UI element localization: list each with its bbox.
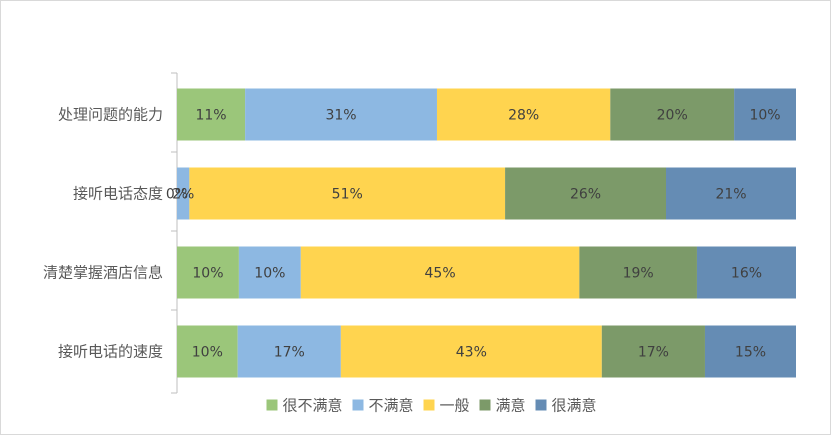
- legend-label: 满意: [496, 397, 526, 415]
- data-label: 10%: [192, 266, 223, 282]
- category-label: 处理问题的能力: [58, 106, 163, 124]
- data-label: 2%: [172, 187, 194, 203]
- legend-label: 不满意: [369, 397, 414, 415]
- bar-segment: [177, 246, 239, 299]
- data-label: 10%: [749, 108, 780, 124]
- data-label: 10%: [192, 345, 223, 361]
- legend-swatch: [479, 399, 491, 411]
- bar-segment: [238, 246, 301, 299]
- bar-segment: [177, 325, 238, 378]
- legend: 很不满意 不满意 一般 满意 很满意: [266, 397, 597, 415]
- legend-label: 很满意: [552, 397, 597, 415]
- bar-segment: [704, 325, 796, 378]
- data-label: 19%: [623, 266, 654, 282]
- data-label: 11%: [195, 108, 226, 124]
- bar-segment: [610, 88, 735, 141]
- category-label: 接听电话态度: [73, 185, 163, 203]
- bar-segment: [189, 167, 506, 220]
- bar-segment: [436, 88, 611, 141]
- bars: [177, 88, 796, 378]
- bar-segment: [734, 88, 796, 141]
- data-label: 17%: [638, 345, 669, 361]
- category-label: 清楚掌握酒店信息: [43, 264, 163, 282]
- bar-segment: [666, 167, 796, 220]
- data-label: 45%: [425, 266, 456, 282]
- data-label: 26%: [570, 187, 601, 203]
- bar-segment: [177, 167, 190, 220]
- bar-segment: [579, 246, 697, 299]
- data-label: 10%: [254, 266, 285, 282]
- legend-swatch: [423, 399, 435, 411]
- legend-label: 一般: [440, 397, 470, 415]
- data-label: 0%: [166, 187, 188, 203]
- bar-segment: [340, 325, 602, 378]
- data-label: 28%: [508, 108, 539, 124]
- bar-segment: [245, 88, 437, 141]
- bar-segment: [505, 167, 667, 220]
- data-label: 21%: [715, 187, 746, 203]
- data-label: 31%: [325, 108, 356, 124]
- legend-label: 很不满意: [283, 397, 343, 415]
- bar-segment: [237, 325, 341, 378]
- data-label: 17%: [274, 345, 305, 361]
- data-label: 43%: [456, 345, 487, 361]
- data-label: 51%: [332, 187, 363, 203]
- data-label: 16%: [731, 266, 762, 282]
- category-axis: [171, 72, 178, 394]
- legend-swatch: [352, 399, 364, 411]
- data-label: 15%: [735, 345, 766, 361]
- legend-swatch: [535, 399, 547, 411]
- bar-segment: [177, 88, 246, 141]
- category-label: 接听电话的速度: [58, 343, 163, 361]
- bar-segment: [300, 246, 580, 299]
- bar-segment: [696, 246, 796, 299]
- data-label: 20%: [657, 108, 688, 124]
- legend-swatch: [266, 399, 278, 411]
- data-labels: 11% 31% 28% 20% 10% 0%2% 51% 26% 21% 10% 10% 45% 19%…: [166, 108, 781, 361]
- bar-segment: [601, 325, 705, 378]
